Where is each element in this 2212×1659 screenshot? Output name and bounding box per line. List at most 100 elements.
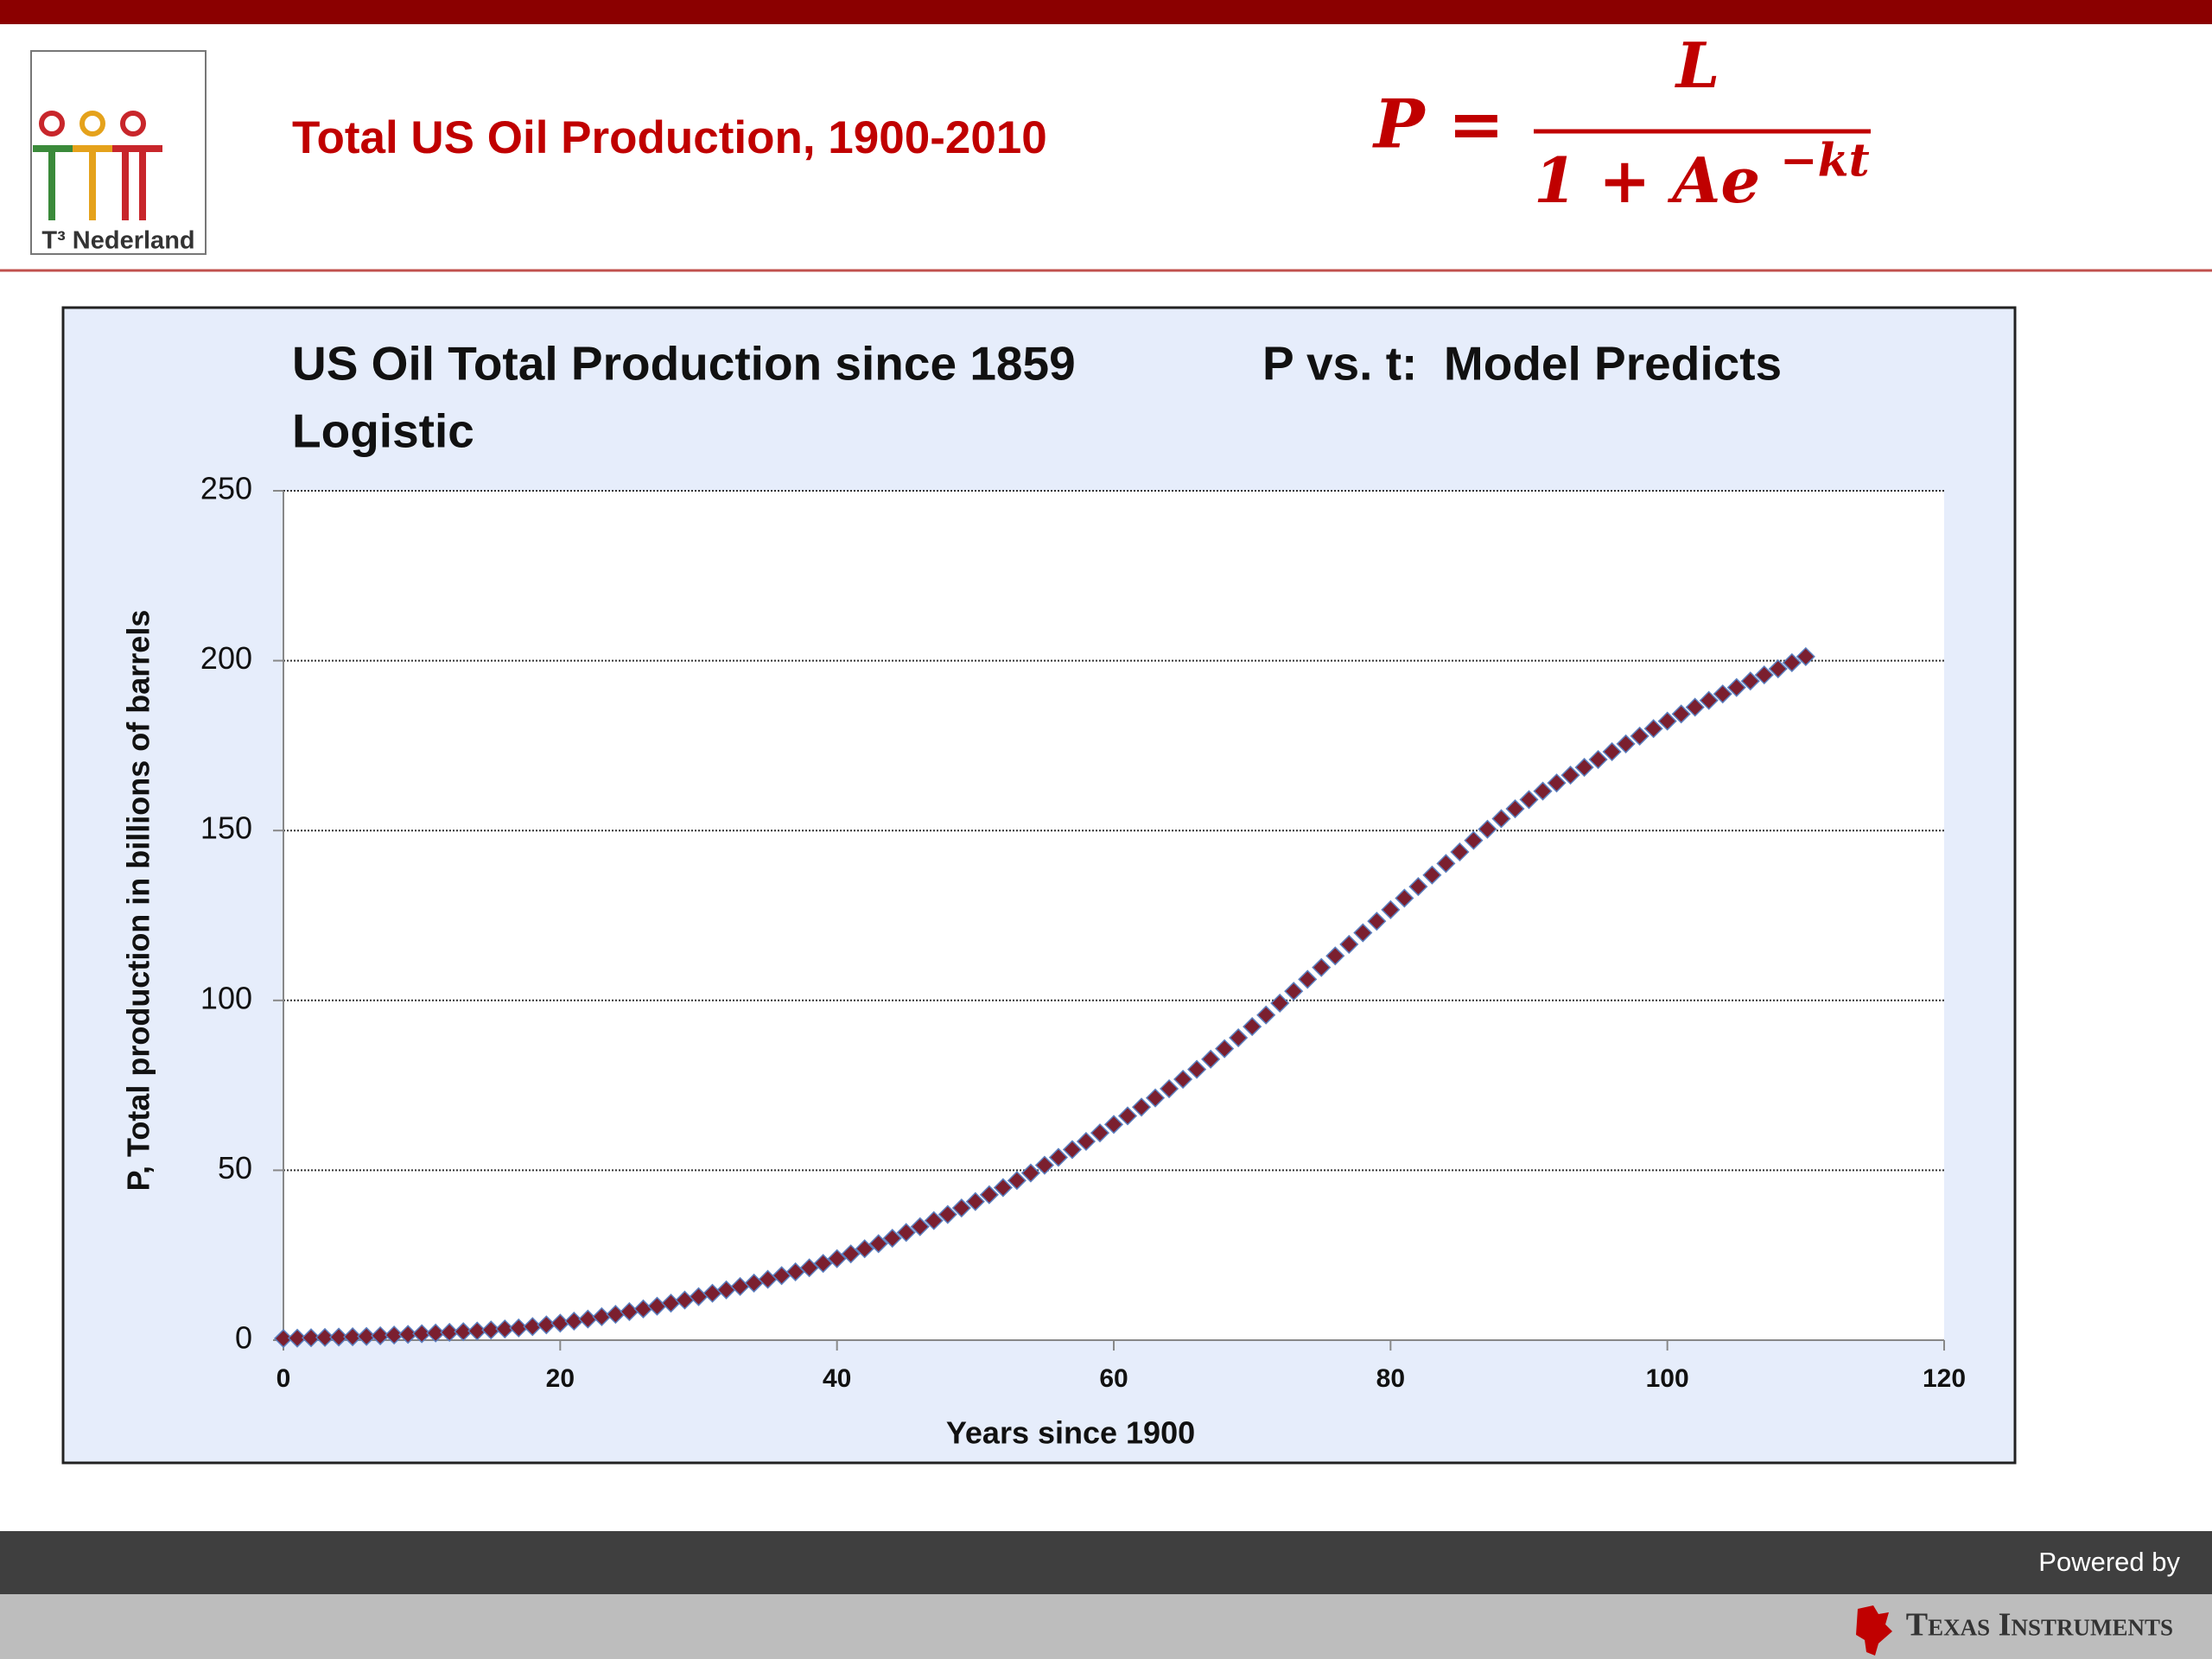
point <box>315 1327 335 1347</box>
x-tick-label: 60 <box>1099 1364 1128 1393</box>
point <box>1630 726 1649 746</box>
point <box>1145 1088 1166 1108</box>
point <box>938 1205 957 1224</box>
logo: T³ Nederland <box>30 50 207 255</box>
point <box>965 1192 985 1211</box>
point <box>426 1323 446 1343</box>
x-tick-label: 100 <box>1646 1364 1689 1393</box>
point <box>1782 652 1802 673</box>
logo-circle <box>120 111 146 137</box>
point <box>1062 1140 1083 1160</box>
point <box>1243 1017 1262 1037</box>
point <box>1117 1106 1138 1126</box>
y-tick-label: 100 <box>200 980 252 1015</box>
point <box>1436 854 1456 874</box>
point <box>1533 781 1553 801</box>
point <box>868 1234 888 1254</box>
y-tick-label: 50 <box>218 1150 252 1185</box>
point <box>329 1327 349 1347</box>
x-tick-label: 120 <box>1923 1364 1966 1393</box>
point <box>343 1327 363 1347</box>
point <box>1657 711 1677 731</box>
point <box>1602 741 1622 762</box>
formula-lhs: P = <box>1372 86 1504 164</box>
point <box>1422 865 1442 885</box>
point <box>357 1326 377 1346</box>
point <box>1560 766 1580 785</box>
brand: Texas Instruments <box>1906 1607 2173 1643</box>
point <box>1325 946 1345 966</box>
point <box>910 1217 930 1236</box>
point <box>1740 671 1760 691</box>
point <box>509 1318 529 1338</box>
formula: P = L 1 + Ae −kt <box>1372 29 1871 217</box>
point <box>1616 734 1636 753</box>
y-tick-label: 150 <box>200 810 252 846</box>
logo-circle <box>39 111 65 137</box>
point <box>1284 982 1304 1001</box>
logo-t <box>73 145 112 220</box>
point <box>440 1322 460 1343</box>
point <box>1671 704 1691 724</box>
point <box>1699 690 1719 710</box>
point <box>1588 749 1608 770</box>
y-tick-label: 0 <box>235 1320 252 1356</box>
point <box>1007 1171 1027 1191</box>
point <box>1215 1039 1235 1058</box>
point <box>1643 719 1663 739</box>
point <box>993 1178 1013 1198</box>
point <box>467 1321 487 1341</box>
point <box>1020 1163 1040 1183</box>
point <box>896 1223 916 1243</box>
point <box>1076 1131 1096 1152</box>
point <box>1187 1059 1207 1079</box>
plot-area <box>283 491 1944 1340</box>
point <box>1173 1069 1193 1090</box>
point <box>799 1258 819 1278</box>
point <box>855 1239 874 1259</box>
x-axis-label: Years since 1900 <box>946 1415 1195 1451</box>
point <box>1312 957 1332 977</box>
point <box>1090 1123 1110 1143</box>
point <box>1381 899 1401 919</box>
point <box>1464 830 1484 850</box>
point <box>1395 888 1414 908</box>
point <box>827 1249 847 1268</box>
ti-logo <box>1856 1605 1892 1656</box>
point <box>1048 1147 1068 1167</box>
point <box>1408 877 1428 897</box>
x-tick-label: 80 <box>1376 1364 1405 1393</box>
point <box>1298 969 1318 989</box>
point <box>1270 993 1290 1014</box>
footer-dark <box>0 1531 2212 1594</box>
point <box>287 1328 308 1348</box>
top-bar <box>0 0 2212 24</box>
logo-t <box>112 145 162 220</box>
x-tick-label: 40 <box>823 1364 851 1393</box>
point <box>1201 1049 1221 1069</box>
point <box>1574 758 1594 778</box>
point <box>841 1244 861 1264</box>
point <box>1103 1115 1124 1135</box>
y-axis-label: P, Total production in billions of barre… <box>121 610 156 1192</box>
point <box>371 1325 391 1345</box>
chart-annotation: P vs. t: Model Predicts <box>1262 337 1782 391</box>
point <box>1034 1155 1054 1175</box>
y-tick-label: 200 <box>200 640 252 676</box>
point <box>1160 1078 1179 1099</box>
point <box>398 1325 418 1344</box>
slide-title: Total US Oil Production, 1900-2010 <box>292 112 1047 163</box>
point <box>1685 697 1705 717</box>
point <box>1505 798 1525 819</box>
point <box>1754 665 1774 685</box>
point <box>1713 684 1732 704</box>
point <box>495 1319 515 1339</box>
logo-t <box>33 145 73 220</box>
point <box>1491 809 1511 829</box>
point <box>1353 923 1373 943</box>
footer-light <box>0 1594 2212 1659</box>
point <box>481 1320 501 1340</box>
point <box>385 1325 404 1345</box>
point <box>1768 658 1788 679</box>
formula-exponent: −kt <box>1780 135 1870 188</box>
